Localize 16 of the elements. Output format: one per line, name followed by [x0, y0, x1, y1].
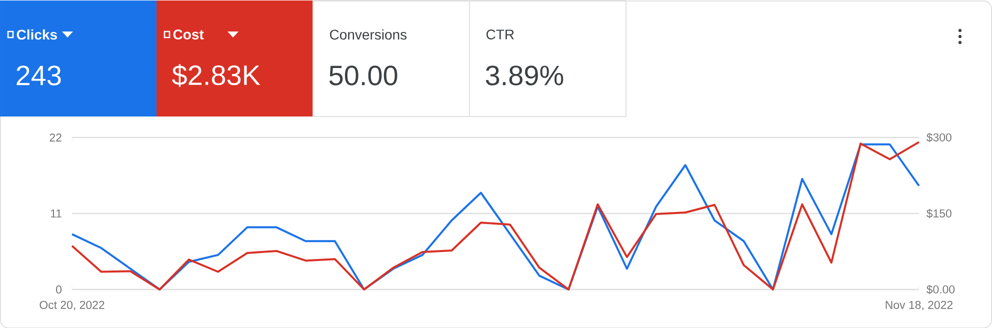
y-tick-label: 11: [50, 209, 62, 218]
x-tick-label: Nov 18, 2022: [886, 300, 952, 310]
x-tick-label: Oct 20, 2022: [40, 300, 104, 310]
text: Conversions: [330, 29, 407, 40]
text: 3.89%: [486, 65, 564, 86]
legend-label: Clicks: [16, 29, 57, 40]
text: 243: [16, 65, 61, 86]
text: 50.00: [329, 65, 398, 86]
text: $2.83K: [172, 64, 260, 87]
y-tick-label: 0: [56, 285, 62, 294]
y2-tick-label: $0.00: [926, 284, 955, 294]
y2-tick-label: $300: [926, 132, 952, 142]
text: CTR: [486, 29, 514, 40]
legend-label: Cost: [173, 29, 204, 40]
y-tick-label: 22: [50, 133, 62, 142]
y2-tick-label: $150: [926, 208, 952, 218]
